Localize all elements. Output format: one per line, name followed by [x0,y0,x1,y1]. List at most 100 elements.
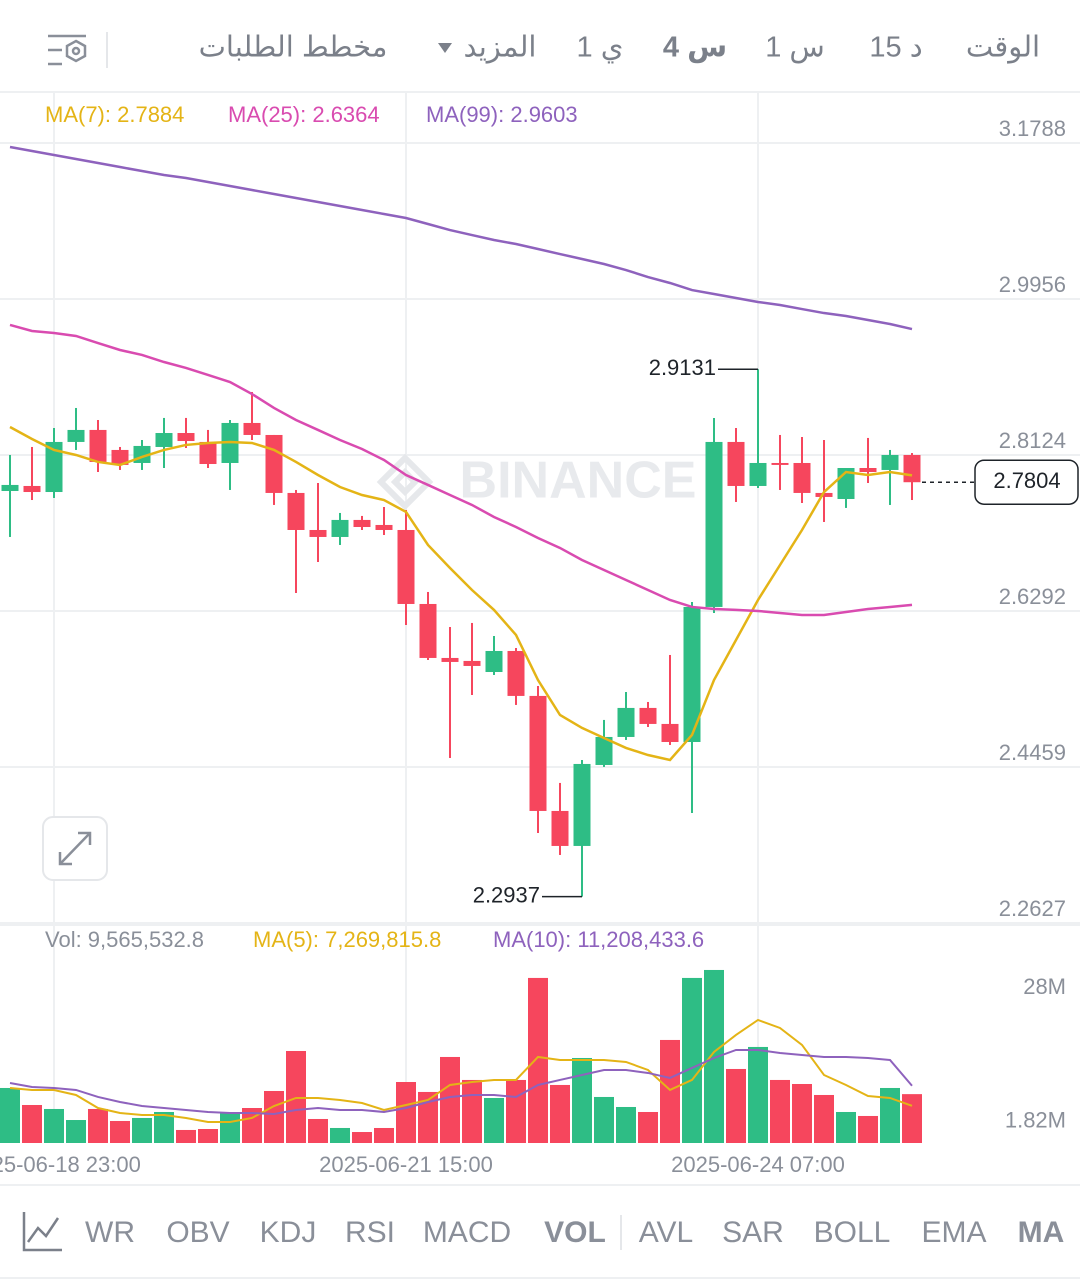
candle-body [859,468,877,473]
indicator-tab[interactable]: AVL [639,1216,693,1249]
timeframe-tab[interactable]: الوقت [966,32,1040,64]
candle-body [441,657,459,662]
expand-button[interactable] [42,816,108,881]
candle-body [397,529,415,604]
volume-bar [726,1068,746,1143]
candle-body [595,736,613,765]
indicator-tab[interactable]: OBV [166,1216,229,1249]
volume-bar [770,1079,790,1143]
volume-bar [902,1094,922,1143]
legend-entry: MA(99): 2.9603 [426,102,578,127]
indicator-tab[interactable]: VOL [544,1216,606,1249]
candle-body [903,454,921,483]
candle-body [749,462,767,486]
volume-bar [352,1132,372,1143]
candle-body [353,519,371,528]
settings-icon[interactable] [48,34,87,66]
volume-bar [792,1083,812,1143]
candle-body [1,484,19,491]
y-tick-label: 2.4459 [999,740,1066,765]
candle-body [661,723,679,742]
volume-bar [814,1094,834,1143]
y-tick-label: 2.2627 [999,896,1066,921]
candle-body [551,810,569,846]
indicator-tab[interactable]: WR [85,1216,135,1249]
candle-body [199,441,217,465]
volume-ma-line [9,1018,913,1123]
candle-body [67,429,85,442]
volume-bar [154,1111,174,1143]
last-price-label: 2.7804 [993,468,1060,493]
candle-body [265,434,283,493]
candle-body [463,660,481,666]
candle-body [89,429,107,462]
y-tick-label: 28M [1023,974,1066,999]
volume-bar [264,1090,284,1143]
volume-bar [88,1108,108,1143]
timeframe-tab[interactable]: 1 س [765,32,825,64]
volume-bar [308,1118,328,1143]
timeframe-tab[interactable]: 1 ي [577,32,624,64]
indicator-tab[interactable]: BOLL [814,1216,891,1249]
candle-body [485,650,503,673]
indicator-tab[interactable]: RSI [345,1216,395,1249]
volume-bar [682,977,702,1143]
volume-bar [550,1084,570,1143]
volume-bar [176,1129,196,1143]
y-tick-label: 2.9956 [999,272,1066,297]
candle-body [727,441,745,486]
candle-body [177,433,195,442]
volume-bar [616,1106,636,1143]
candle-body [529,695,547,811]
timeframe-tab[interactable]: 15 د [869,32,922,64]
timeframe-tab[interactable]: المزيد [464,32,537,64]
indicator-tab[interactable]: SAR [722,1216,784,1249]
candle-body [309,529,327,537]
volume-bar [242,1108,262,1143]
indicator-tab[interactable]: MACD [423,1216,511,1249]
candle-body [815,492,833,497]
volume-bar [66,1120,86,1143]
volume-bar [396,1082,416,1143]
timeframe-tab[interactable]: مخطط الطلبات [199,32,388,64]
ma-line [9,425,913,762]
indicator-tab[interactable]: MA [1018,1216,1065,1249]
y-tick-label: 3.1788 [999,116,1066,141]
candle-body [683,606,701,742]
candle-body [617,707,635,737]
chart-type-icon[interactable] [22,1212,62,1252]
ma-line [9,145,913,331]
candle-body [793,462,811,493]
y-tick-label: 2.8124 [999,428,1066,453]
volume-bar [506,1079,526,1143]
candle-body [881,454,899,470]
volume-bar [330,1127,350,1143]
volume-bar [132,1117,152,1143]
volume-bar [110,1120,130,1143]
volume-bar [198,1129,218,1143]
legend-entry: Vol: 9,565,532.8 [45,927,204,952]
volume-bar [418,1091,438,1143]
volume-bar [880,1087,900,1143]
ma-line [9,323,913,617]
candle-body [639,707,657,724]
volume-bar [858,1115,878,1143]
volume-bar [572,1057,592,1143]
dropdown-arrow [438,43,452,53]
timeframe-tab[interactable]: 4 س [663,32,727,64]
volume-bar [748,1046,768,1143]
volume-bar [484,1097,504,1143]
volume-ma-line [9,1048,913,1115]
volume-bar [704,969,724,1143]
legend-entry: MA(25): 2.6364 [228,102,380,127]
volume-bar [462,1079,482,1143]
candle-body [155,433,173,447]
indicator-tab[interactable]: KDJ [260,1216,317,1249]
legend-entry: MA(7): 2.7884 [45,102,184,127]
indicator-tab[interactable]: EMA [921,1216,986,1249]
volume-bar [44,1108,64,1143]
y-tick-label: 1.82M [1005,1108,1066,1133]
last-price-box [974,459,1079,505]
high-marker-label: 2.9131 [649,355,716,380]
